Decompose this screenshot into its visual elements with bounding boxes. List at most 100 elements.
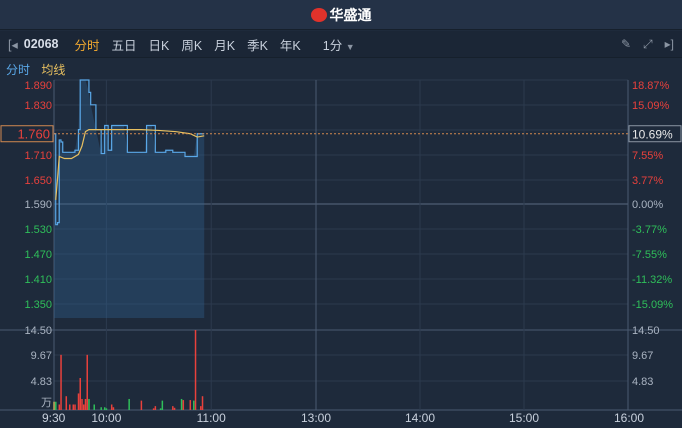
price-axis-label: 1.710	[24, 150, 52, 162]
pct-axis-label: 0.00%	[632, 199, 663, 211]
volume-bar	[180, 398, 183, 410]
app-header: 华盛通	[0, 0, 682, 30]
expand-right-icon[interactable]: ▸]	[664, 37, 674, 51]
volume-bar	[60, 354, 62, 410]
volume-bar	[79, 378, 81, 410]
tab-年K[interactable]: 年K	[279, 38, 301, 53]
volume-axis-label: 4.83	[31, 376, 52, 388]
pct-axis-label: -3.77%	[632, 224, 667, 236]
volume-bar	[110, 404, 113, 410]
price-axis-label: 1.830	[24, 100, 52, 112]
toolbar: [◂ 02068 分时 五日 日K 周K 月K 季K 年K 1分 ▼ ✎ ⤢ ▸…	[0, 31, 682, 58]
current-price-box	[0, 125, 54, 143]
volume-bar	[194, 330, 197, 410]
volume-bar	[88, 398, 90, 410]
volume-bar	[65, 396, 68, 410]
price-axis-label: 1.350	[24, 299, 52, 311]
pct-axis-label: -7.55%	[632, 249, 667, 261]
volume-bar	[69, 404, 71, 410]
tab-五日[interactable]: 五日	[111, 38, 137, 53]
legend-price: 分时	[6, 63, 31, 77]
volume-bar	[172, 406, 174, 410]
price-axis-label: 1.530	[24, 224, 52, 236]
price-axis-label: 1.590	[24, 199, 52, 211]
fullscreen-icon[interactable]: ⤢	[643, 37, 653, 51]
volume-bar	[201, 396, 204, 410]
price-axis-label: 1.470	[24, 249, 52, 261]
time-axis-label: 10:00	[91, 411, 121, 425]
tab-日K[interactable]: 日K	[148, 38, 170, 53]
pct-axis-label: -11.32%	[632, 274, 672, 286]
pct-axis-label: 15.09%	[632, 100, 670, 112]
price-line	[54, 79, 205, 226]
volume-bar	[84, 398, 87, 410]
brand-logo: 华盛通	[310, 5, 372, 25]
logo-icon	[310, 7, 327, 22]
volume-bar	[103, 407, 106, 410]
volume-bar	[55, 401, 57, 410]
volume-axis-label: 14.50	[24, 325, 52, 337]
chevron-down-icon: ▼	[345, 41, 355, 52]
volume-bar	[152, 408, 155, 410]
pct-axis-label: 7.55%	[632, 150, 663, 162]
price-axis-label: 1.890	[24, 80, 52, 92]
current-pct-box	[628, 125, 682, 143]
volume-unit: 万	[41, 397, 52, 409]
volume-bar	[200, 406, 202, 410]
tab-周K[interactable]: 周K	[181, 38, 203, 53]
time-axis-label: 15:00	[509, 411, 539, 425]
price-axis-label: 1.410	[24, 274, 52, 286]
time-axis-label: 13:00	[301, 411, 331, 425]
volume-bar	[159, 408, 162, 410]
interval-value: 1分	[322, 38, 343, 53]
volume-bar	[74, 404, 76, 410]
time-axis-label: 14:00	[405, 411, 435, 425]
brand-name: 华盛通	[329, 6, 372, 23]
volume-bar	[58, 404, 61, 410]
price-axis-label: 1.650	[24, 175, 52, 187]
volume-bar	[140, 400, 143, 410]
volume-bar	[81, 398, 83, 410]
toolbar-tools: ✎ ⤢ ▸]	[621, 37, 674, 52]
volume-bar	[173, 407, 176, 410]
collapse-left-icon[interactable]: [◂	[8, 37, 18, 52]
price-area	[54, 80, 205, 318]
volume-bar	[112, 407, 115, 410]
current-price-label: 1.760	[17, 127, 50, 142]
volume-bar	[128, 398, 130, 410]
stock-code: 02068	[23, 37, 59, 51]
tab-月K[interactable]: 月K	[214, 38, 236, 53]
volume-bar	[93, 404, 95, 410]
legend-avg: 均线	[41, 63, 66, 77]
volume-bar	[154, 406, 157, 410]
volume-bar	[100, 407, 102, 410]
pct-axis-label: 3.77%	[632, 175, 663, 187]
current-pct-label: 10.69%	[632, 128, 673, 142]
volume-bar	[161, 400, 164, 410]
pencil-icon[interactable]: ✎	[620, 37, 632, 51]
volume-axis-label-right: 9.67	[632, 350, 653, 362]
volume-axis-label-right: 14.50	[632, 325, 660, 337]
volume-bar	[182, 400, 185, 410]
volume-bar	[77, 393, 80, 410]
volume-bar	[105, 408, 108, 410]
tab-季K[interactable]: 季K	[247, 38, 268, 53]
volume-bar	[72, 404, 75, 410]
interval-dropdown[interactable]: 1分 ▼	[323, 35, 355, 54]
volume-axis-label: 9.67	[31, 350, 52, 362]
volume-bar	[189, 400, 192, 410]
volume-bar	[86, 354, 88, 410]
time-axis-label: 11:00	[197, 411, 226, 425]
volume-bar	[53, 401, 55, 410]
volume-bar	[82, 404, 85, 410]
time-axis-label: 9:30	[42, 411, 66, 425]
pct-axis-label: 18.87%	[632, 80, 670, 92]
chart-legend: 分时 均线	[6, 61, 73, 78]
average-line	[55, 129, 205, 200]
tab-分时[interactable]: 分时	[74, 38, 100, 53]
pct-axis-label: -15.09%	[632, 299, 673, 311]
volume-bar	[193, 400, 195, 410]
time-axis-label: 16:00	[614, 411, 644, 425]
volume-axis-label-right: 4.83	[632, 376, 653, 388]
